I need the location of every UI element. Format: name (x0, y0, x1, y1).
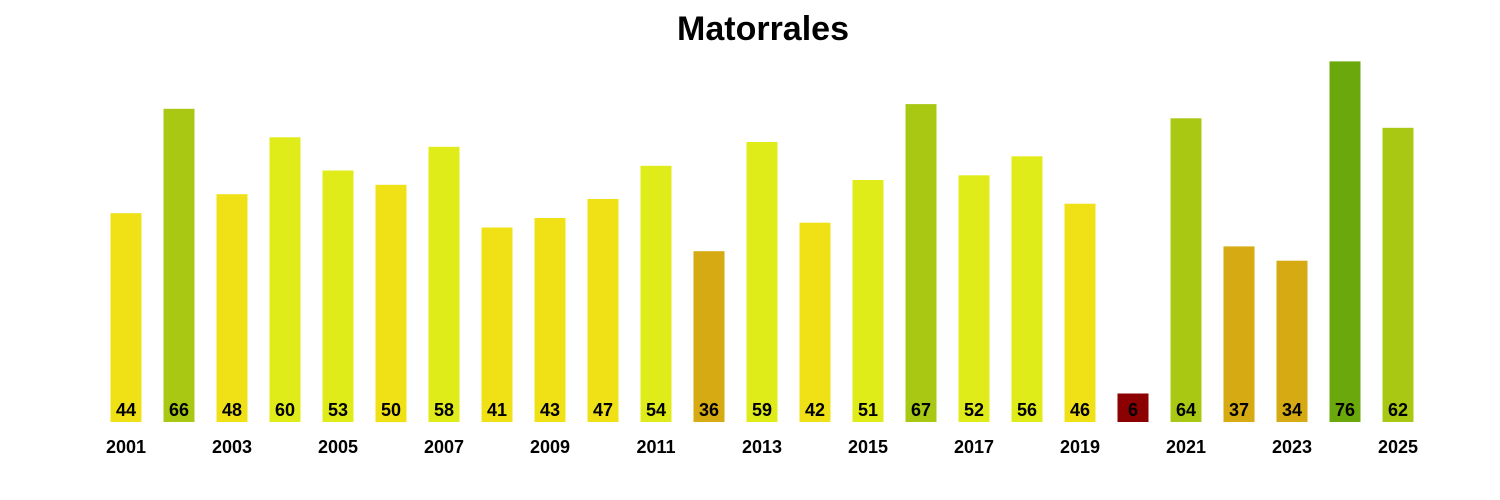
data-label-2023: 34 (1282, 400, 1302, 420)
x-tick-label-2019: 2019 (1060, 437, 1100, 457)
data-label-2018: 56 (1017, 400, 1037, 420)
data-label-2012: 36 (699, 400, 719, 420)
data-label-2007: 58 (434, 400, 454, 420)
bar-2012 (693, 251, 725, 422)
data-label-2014: 42 (805, 400, 825, 420)
x-tick-label-2007: 2007 (424, 437, 464, 457)
bar-2015 (852, 180, 884, 422)
bar-2013 (746, 142, 778, 422)
data-label-2019: 46 (1070, 400, 1090, 420)
bar-2021 (1170, 118, 1202, 423)
data-label-2008: 41 (487, 400, 507, 420)
x-tick-label-2015: 2015 (848, 437, 888, 457)
data-label-2011: 54 (646, 400, 666, 420)
data-label-2001: 44 (116, 400, 136, 420)
bar-2018 (1011, 156, 1043, 423)
data-label-2013: 59 (752, 400, 772, 420)
x-tick-label-2003: 2003 (212, 437, 252, 457)
bar-2003 (216, 194, 248, 422)
bar-2017 (958, 175, 990, 422)
bar-2019 (1064, 203, 1096, 422)
x-tick-label-2001: 2001 (106, 437, 146, 457)
bar-2001 (110, 213, 142, 422)
data-label-2025: 62 (1388, 400, 1408, 420)
x-tick-label-2021: 2021 (1166, 437, 1206, 457)
bar-2011 (640, 165, 672, 423)
data-label-2006: 50 (381, 400, 401, 420)
bar-2009 (534, 218, 566, 422)
data-label-2024: 76 (1335, 400, 1355, 420)
bar-2023 (1276, 260, 1308, 422)
data-label-2004: 60 (275, 400, 295, 420)
bar-2020 (1117, 393, 1149, 422)
data-label-2022: 37 (1229, 400, 1249, 420)
x-tick-label-2023: 2023 (1272, 437, 1312, 457)
data-label-2016: 67 (911, 400, 931, 420)
bar-2014 (799, 222, 831, 422)
data-label-2002: 66 (169, 400, 189, 420)
data-label-2010: 47 (593, 400, 613, 420)
bar-2010 (587, 199, 619, 422)
bar-2007 (428, 146, 460, 423)
x-tick-label-2013: 2013 (742, 437, 782, 457)
bar-2004 (269, 137, 301, 423)
chart-title: Matorrales (677, 10, 849, 48)
x-tick-label-2025: 2025 (1378, 437, 1418, 457)
bar-2022 (1223, 246, 1255, 422)
bar-2002 (163, 108, 195, 423)
bar-2016 (905, 104, 937, 422)
data-label-2021: 64 (1176, 400, 1196, 420)
data-label-2017: 52 (964, 400, 984, 420)
x-tick-label-2005: 2005 (318, 437, 358, 457)
bar-2006 (375, 184, 407, 423)
data-label-2009: 43 (540, 400, 560, 420)
data-label-2020: 6 (1128, 400, 1138, 420)
bar-2005 (322, 170, 354, 422)
bar-2008 (481, 227, 513, 422)
data-label-2003: 48 (222, 400, 242, 420)
x-tick-label-2009: 2009 (530, 437, 570, 457)
x-tick-label-2011: 2011 (636, 437, 675, 457)
x-tick-label-2017: 2017 (954, 437, 994, 457)
bar-2025 (1382, 127, 1414, 423)
data-label-2015: 51 (858, 400, 878, 420)
bar-2024 (1329, 61, 1361, 423)
data-label-2005: 53 (328, 400, 348, 420)
